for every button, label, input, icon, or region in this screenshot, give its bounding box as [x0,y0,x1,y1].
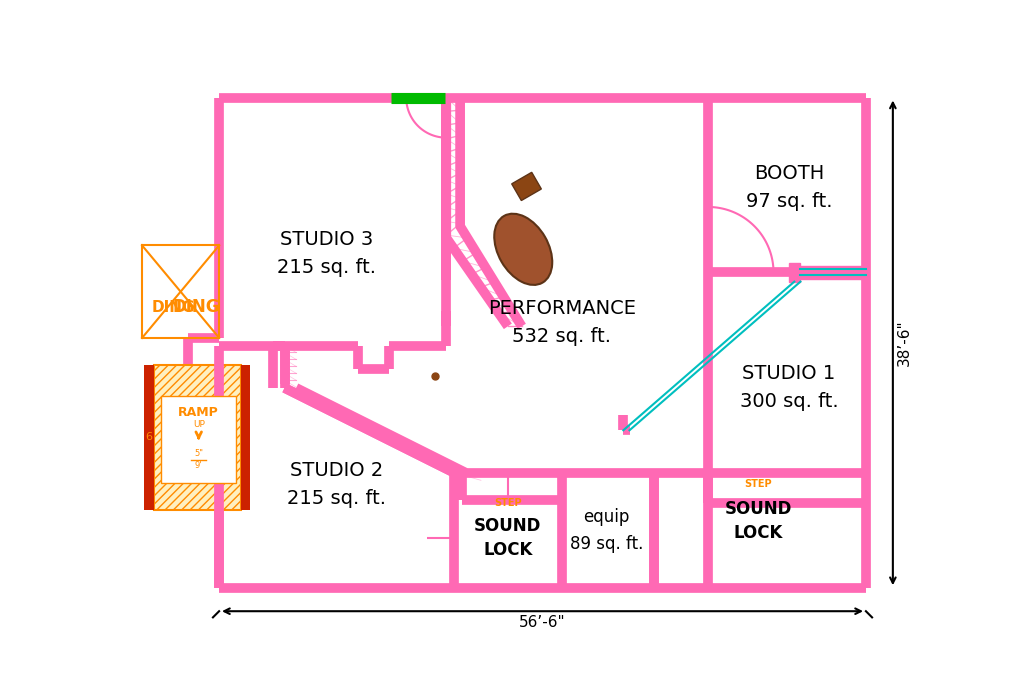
Bar [144,365,154,510]
Bar [241,365,250,510]
Text: equip
89 sq. ft.: equip 89 sq. ft. [569,508,643,553]
Bar [154,365,241,510]
Text: STUDIO 3
215 sq. ft.: STUDIO 3 215 sq. ft. [278,230,377,276]
Text: SOUND
LOCK: SOUND LOCK [724,500,792,542]
Text: BOOTH
97 sq. ft.: BOOTH 97 sq. ft. [745,164,833,211]
Text: DING: DING [153,299,196,315]
Text: UP: UP [193,420,205,429]
Text: RAMP: RAMP [178,406,219,419]
Bar [793,266,866,279]
Text: STEP: STEP [494,498,521,508]
Ellipse shape [495,214,552,285]
Text: 5": 5" [195,449,203,458]
Text: 56’-6": 56’-6" [519,615,566,630]
Bar [788,263,801,282]
Text: STEP: STEP [744,479,772,489]
Text: PERFORMANCE
532 sq. ft.: PERFORMANCE 532 sq. ft. [487,299,636,346]
Text: STUDIO 2
215 sq. ft.: STUDIO 2 215 sq. ft. [288,461,386,507]
Text: STUDIO 1
300 sq. ft.: STUDIO 1 300 sq. ft. [739,364,839,411]
Bar [162,396,237,482]
Text: 6: 6 [144,432,152,443]
Text: DING: DING [173,298,220,316]
Text: 9': 9' [195,461,203,470]
Text: SOUND
LOCK: SOUND LOCK [474,517,542,559]
Text: 38’-6": 38’-6" [897,320,911,366]
Bar [512,172,542,200]
